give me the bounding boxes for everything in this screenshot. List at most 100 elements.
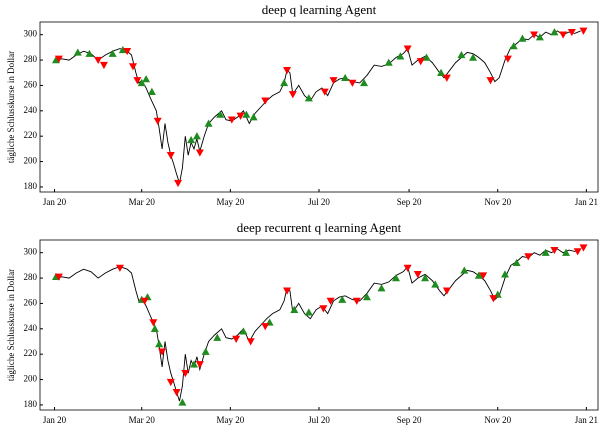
- buy-marker: [201, 347, 210, 355]
- y-tick-label: 260: [24, 79, 38, 89]
- sell-marker: [567, 28, 576, 37]
- buy-marker: [304, 94, 313, 102]
- buy-marker: [242, 110, 251, 118]
- sell-marker: [579, 244, 588, 252]
- sell-marker: [261, 323, 270, 331]
- buy-marker: [137, 78, 146, 87]
- sell-marker: [579, 27, 588, 35]
- x-tick-label: Jul 20: [308, 197, 330, 207]
- sell-marker: [99, 61, 108, 70]
- sell-marker: [261, 97, 270, 105]
- y-axis-label: tägliche Schlusskurse in Dollar: [6, 51, 16, 163]
- sell-marker: [550, 246, 559, 255]
- x-tick-label: Sep 20: [397, 197, 422, 207]
- buy-marker: [216, 110, 225, 118]
- buy-marker: [190, 360, 199, 368]
- sell-marker: [149, 319, 158, 327]
- buy-marker: [384, 58, 393, 66]
- sell-marker: [140, 297, 149, 305]
- sell-marker: [329, 77, 338, 85]
- y-tick-label: 240: [24, 323, 38, 333]
- y-tick-label: 220: [24, 348, 38, 358]
- x-tick-label: Jul 20: [308, 415, 330, 425]
- y-tick-label: 200: [24, 156, 38, 166]
- sell-marker: [54, 55, 63, 63]
- y-axis-label: tägliche Schlusskurse in Dollar: [6, 269, 16, 381]
- buy-marker: [239, 327, 248, 335]
- sell-marker: [416, 58, 425, 66]
- y-tick-label: 180: [24, 181, 38, 191]
- sell-marker: [486, 77, 495, 85]
- sell-marker: [94, 56, 103, 65]
- sell-marker: [288, 91, 297, 99]
- buy-marker: [178, 398, 187, 406]
- x-tick-label: Jan 20: [43, 197, 67, 207]
- buy-marker: [377, 284, 386, 292]
- sell-marker: [573, 248, 582, 256]
- sell-marker: [246, 338, 255, 346]
- y-tick-label: 280: [24, 272, 38, 282]
- sell-marker: [326, 297, 335, 305]
- x-tick-label: Mar 20: [129, 415, 156, 425]
- sell-marker: [479, 272, 488, 280]
- sell-marker: [166, 152, 175, 160]
- buy-marker: [341, 73, 350, 82]
- x-tick-label: Jan 21: [575, 415, 598, 425]
- price-line: [54, 30, 581, 184]
- sell-marker: [319, 305, 328, 313]
- sell-marker: [115, 264, 124, 272]
- buy-marker: [304, 308, 313, 316]
- sell-marker: [283, 287, 292, 295]
- buy-marker: [396, 52, 405, 60]
- buy-marker: [457, 50, 466, 59]
- buy-marker: [431, 280, 440, 288]
- buy-marker: [118, 45, 127, 54]
- buy-marker: [360, 78, 369, 87]
- buy-marker: [422, 53, 431, 61]
- buy-marker: [474, 271, 483, 279]
- sell-marker: [489, 295, 498, 303]
- sell-marker: [530, 31, 539, 39]
- buy-marker: [535, 33, 544, 41]
- buy-marker: [213, 333, 222, 341]
- sell-marker: [348, 79, 357, 87]
- sell-marker: [129, 63, 137, 71]
- sell-marker: [283, 67, 292, 75]
- buy-marker: [501, 270, 509, 278]
- sell-marker: [158, 348, 167, 356]
- x-tick-label: Nov 20: [484, 415, 511, 425]
- sell-marker: [133, 77, 142, 85]
- y-tick-label: 260: [24, 297, 38, 307]
- y-tick-label: 300: [24, 247, 38, 257]
- buy-marker: [192, 132, 201, 140]
- buy-marker: [518, 34, 527, 42]
- sell-marker: [413, 271, 422, 279]
- buy-marker: [392, 274, 401, 282]
- y-tick-label: 180: [24, 399, 38, 409]
- sell-marker: [403, 45, 412, 53]
- sell-marker: [172, 389, 181, 397]
- buy-marker: [550, 28, 559, 36]
- buy-marker: [85, 49, 94, 57]
- buy-marker: [512, 258, 521, 267]
- sell-marker: [320, 88, 329, 96]
- buy-marker: [187, 135, 196, 144]
- sell-marker: [442, 74, 451, 82]
- buy-marker: [509, 42, 518, 50]
- buy-marker: [290, 305, 299, 313]
- x-tick-label: May 20: [216, 197, 244, 207]
- y-tick-label: 200: [24, 374, 38, 384]
- sell-marker: [54, 273, 63, 281]
- buy-marker: [280, 78, 289, 87]
- sell-marker: [181, 370, 190, 378]
- sell-marker: [123, 47, 132, 56]
- sell-marker: [195, 361, 204, 369]
- sell-marker: [524, 253, 533, 261]
- sell-marker: [559, 31, 568, 39]
- sell-marker: [174, 179, 183, 188]
- buy-marker: [460, 266, 469, 274]
- y-tick-label: 240: [24, 105, 38, 115]
- buy-marker: [437, 68, 446, 76]
- x-tick-label: Jan 20: [43, 415, 67, 425]
